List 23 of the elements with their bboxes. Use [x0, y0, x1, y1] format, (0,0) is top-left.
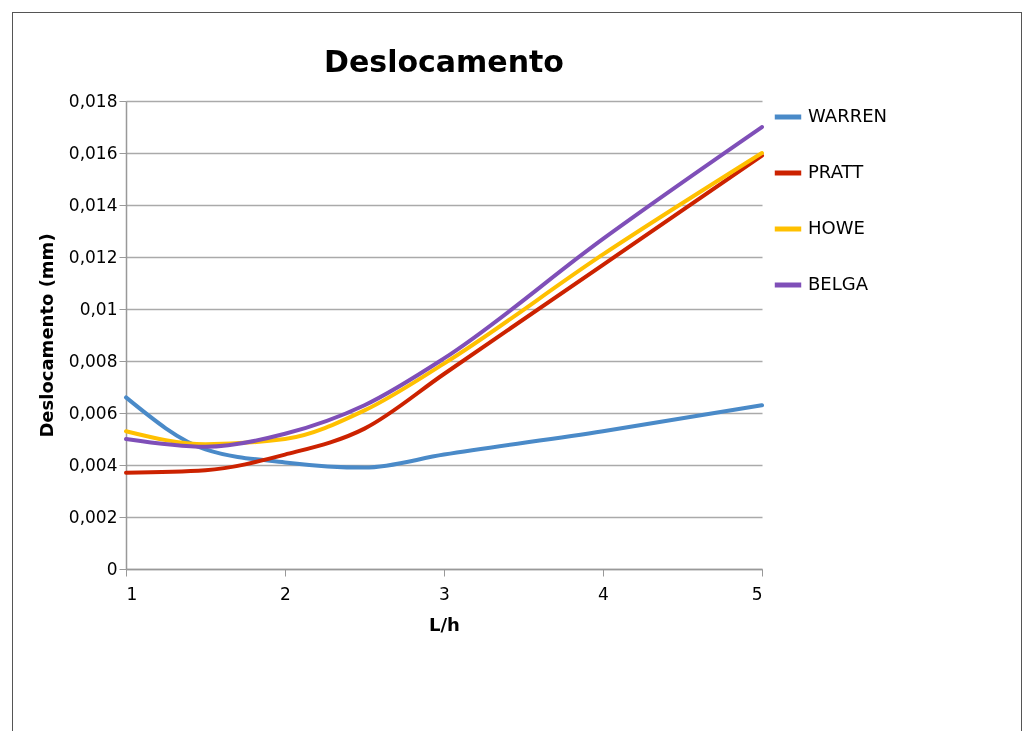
- legend-label: HOWE: [808, 217, 865, 238]
- x-axis-title: L/h: [429, 613, 460, 635]
- y-tick-label: 0,016: [68, 142, 118, 163]
- y-tick-label: 0,018: [68, 90, 118, 111]
- y-tick-label: 0,002: [68, 506, 118, 527]
- y-tick-label: 0,008: [68, 350, 118, 371]
- legend-label: PRATT: [808, 161, 865, 182]
- x-tick-label: 1: [126, 583, 138, 604]
- y-tick-label: 0,014: [68, 194, 118, 215]
- legend-label: WARREN: [808, 105, 887, 126]
- line-series: [124, 395, 764, 470]
- y-tick-label: 0,004: [68, 454, 118, 475]
- y-axis-title: Deslocamento (mm): [35, 233, 57, 438]
- x-tick-label: 2: [280, 583, 291, 604]
- y-tick-label: 0,01: [79, 298, 118, 319]
- y-tick-label: 0,006: [68, 402, 118, 423]
- legend-label: BELGA: [808, 273, 869, 294]
- chart-title: Deslocamento: [324, 44, 564, 79]
- x-tick-label: 4: [598, 583, 609, 604]
- x-tick-label: 5: [751, 583, 763, 604]
- y-tick-label: 0: [106, 558, 118, 579]
- y-tick-label: 0,012: [68, 246, 118, 267]
- x-tick-label: 3: [439, 583, 450, 604]
